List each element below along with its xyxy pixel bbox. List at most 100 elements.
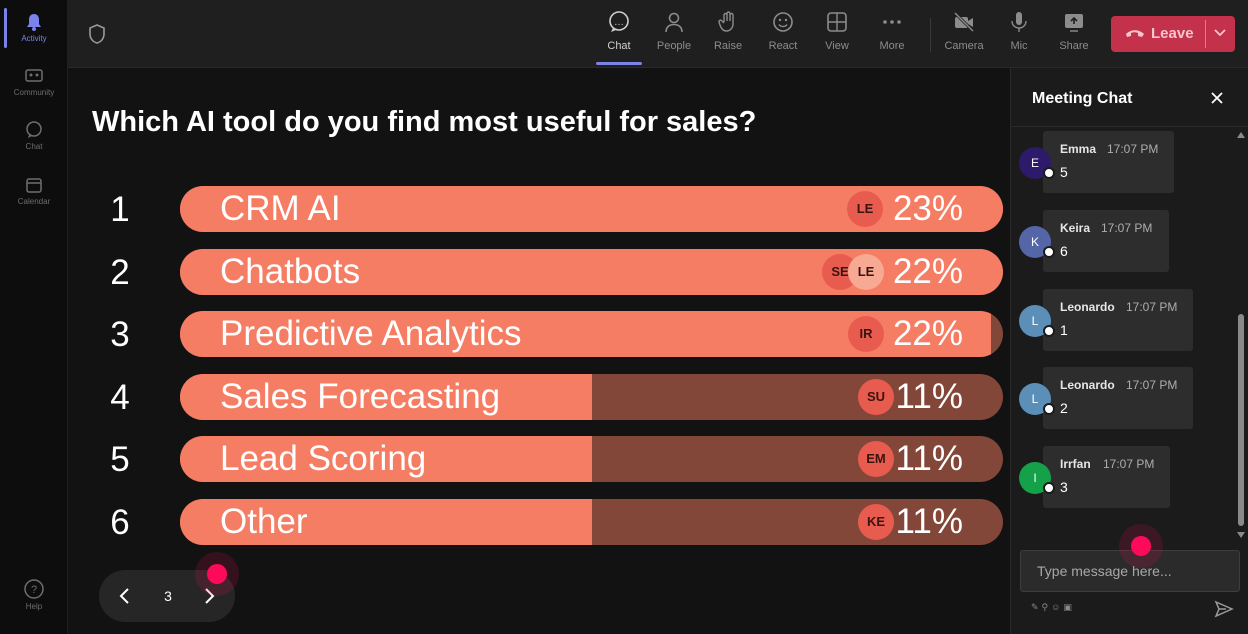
presence-status-icon xyxy=(1043,403,1055,415)
people-icon xyxy=(665,12,683,33)
emoji-icon[interactable]: ☺ xyxy=(1051,602,1064,612)
toolbar-react-button[interactable]: React xyxy=(758,10,808,52)
message-bubble: Emma 17:07 PM 5 xyxy=(1043,131,1174,193)
rail-item-community[interactable]: Community xyxy=(0,66,68,97)
scroll-down-arrow-icon[interactable] xyxy=(1237,532,1245,538)
poll-option-percent: 11% xyxy=(895,439,963,478)
help-icon: ? xyxy=(24,579,44,599)
message-time: 17:07 PM xyxy=(1101,221,1153,235)
leave-button[interactable]: Leave xyxy=(1111,16,1235,52)
shield-icon[interactable] xyxy=(88,24,106,44)
toolbar-label: Mic xyxy=(1010,40,1028,52)
toolbar-more-button[interactable]: More xyxy=(867,10,917,52)
rail-label: Community xyxy=(13,88,55,97)
message-time: 17:07 PM xyxy=(1126,378,1178,392)
message-text: 6 xyxy=(1060,243,1068,259)
chevron-left-icon[interactable] xyxy=(117,587,133,605)
chat-format-tools[interactable]: ✎⚲☺▣ xyxy=(1031,602,1075,613)
chat-message[interactable]: Irrfan 17:07 PM 3 I xyxy=(1011,446,1239,510)
page-number: 3 xyxy=(164,588,172,604)
message-text: 5 xyxy=(1060,164,1068,180)
toolbar-mic-button[interactable]: Mic xyxy=(994,10,1044,52)
poll-option-number: 6 xyxy=(110,503,130,542)
poll-question: Which AI tool do you find most useful fo… xyxy=(92,106,757,138)
smiley-icon xyxy=(773,12,793,32)
poll-option-row: 2 Chatbots 22% SE LE xyxy=(68,249,1010,297)
presence-status-icon xyxy=(1043,325,1055,337)
poll-option-number: 1 xyxy=(110,190,130,229)
close-icon[interactable] xyxy=(1209,90,1225,106)
rail-item-chat[interactable]: Chat xyxy=(0,120,68,151)
rail-item-activity[interactable]: Activity xyxy=(0,12,68,43)
toolbar-people-button[interactable]: People xyxy=(649,10,699,52)
poll-stage: Which AI tool do you find most useful fo… xyxy=(68,68,1010,634)
poll-option-number: 4 xyxy=(110,378,130,417)
voter-avatar-chip: LE xyxy=(847,191,883,227)
scroll-thumb[interactable] xyxy=(1238,314,1244,526)
poll-option-bar: Other 11% KE xyxy=(180,499,1003,545)
message-sender: Emma xyxy=(1060,142,1097,156)
poll-option-number: 5 xyxy=(110,440,130,479)
poll-option-fill xyxy=(180,374,592,420)
app-rail: Activity Community Chat Calendar ? Help xyxy=(0,0,68,634)
poll-option-row: 6 Other 11% KE xyxy=(68,499,1010,547)
chat-divider xyxy=(1011,126,1248,127)
community-icon xyxy=(25,69,43,82)
chat-scrollbar[interactable] xyxy=(1235,130,1247,540)
svg-text:?: ? xyxy=(31,584,37,596)
poll-option-percent: 11% xyxy=(895,377,963,416)
toolbar-share-button[interactable]: Share xyxy=(1049,10,1099,52)
poll-option-label: Other xyxy=(220,502,308,541)
message-time: 17:07 PM xyxy=(1107,142,1159,156)
chat-message-input[interactable] xyxy=(1020,550,1240,592)
message-bubble: Leonardo 17:07 PM 2 xyxy=(1043,367,1193,429)
chevron-right-icon[interactable] xyxy=(201,587,217,605)
rail-label: Help xyxy=(25,602,43,611)
format-icon[interactable]: ✎ xyxy=(1031,602,1042,612)
attach-icon[interactable]: ⚲ xyxy=(1041,602,1052,612)
poll-option-percent: 22% xyxy=(892,252,963,291)
poll-option-bar: Lead Scoring 11% EM xyxy=(180,436,1003,482)
message-sender: Leonardo xyxy=(1060,300,1115,314)
send-icon[interactable] xyxy=(1214,600,1234,618)
poll-option-label: Sales Forecasting xyxy=(220,377,501,416)
bell-icon xyxy=(27,14,41,31)
rail-item-help[interactable]: ? Help xyxy=(0,578,68,611)
more-dots-icon xyxy=(883,20,901,24)
svg-text:…: … xyxy=(614,17,624,28)
toolbar-label: Chat xyxy=(607,40,631,52)
chevron-down-icon[interactable] xyxy=(1213,28,1227,38)
calendar-icon xyxy=(26,178,42,193)
poll-option-label: Chatbots xyxy=(220,252,361,291)
raise-hand-icon xyxy=(718,11,734,32)
toolbar-view-button[interactable]: View xyxy=(812,10,862,52)
toolbar-label: View xyxy=(825,40,849,52)
presence-status-icon xyxy=(1043,482,1055,494)
presence-status-icon xyxy=(1043,167,1055,179)
rail-item-calendar[interactable]: Calendar xyxy=(0,175,68,206)
chat-icon: … xyxy=(609,11,629,32)
chat-message[interactable]: Emma 17:07 PM 5 E xyxy=(1011,131,1239,195)
rail-label: Activity xyxy=(21,34,47,43)
toolbar-camera-button[interactable]: Camera xyxy=(939,10,989,52)
toolbar-chat-button[interactable]: … Chat xyxy=(594,10,644,52)
poll-option-label: Predictive Analytics xyxy=(220,314,522,353)
poll-option-percent: 11% xyxy=(895,502,963,541)
message-text: 2 xyxy=(1060,400,1068,416)
chat-message[interactable]: Leonardo 17:07 PM 2 L xyxy=(1011,367,1239,431)
poll-option-label: CRM AI xyxy=(220,189,341,228)
grid-view-icon xyxy=(827,12,847,32)
leave-divider xyxy=(1205,20,1206,48)
voter-avatar-chip: LE xyxy=(848,254,884,290)
chat-message[interactable]: Leonardo 17:07 PM 1 L xyxy=(1011,289,1239,353)
toolbar-raise-button[interactable]: Raise xyxy=(703,10,753,52)
message-sender: Irrfan xyxy=(1060,457,1091,471)
message-text: 1 xyxy=(1060,322,1068,338)
poll-option-fill xyxy=(180,499,592,545)
mic-icon xyxy=(1011,12,1027,32)
chat-message[interactable]: Keira 17:07 PM 6 K xyxy=(1011,210,1239,274)
scroll-up-arrow-icon[interactable] xyxy=(1237,132,1245,138)
gif-icon[interactable]: ▣ xyxy=(1063,602,1075,612)
toolbar-label: People xyxy=(656,40,692,52)
poll-option-row: 5 Lead Scoring 11% EM xyxy=(68,436,1010,484)
